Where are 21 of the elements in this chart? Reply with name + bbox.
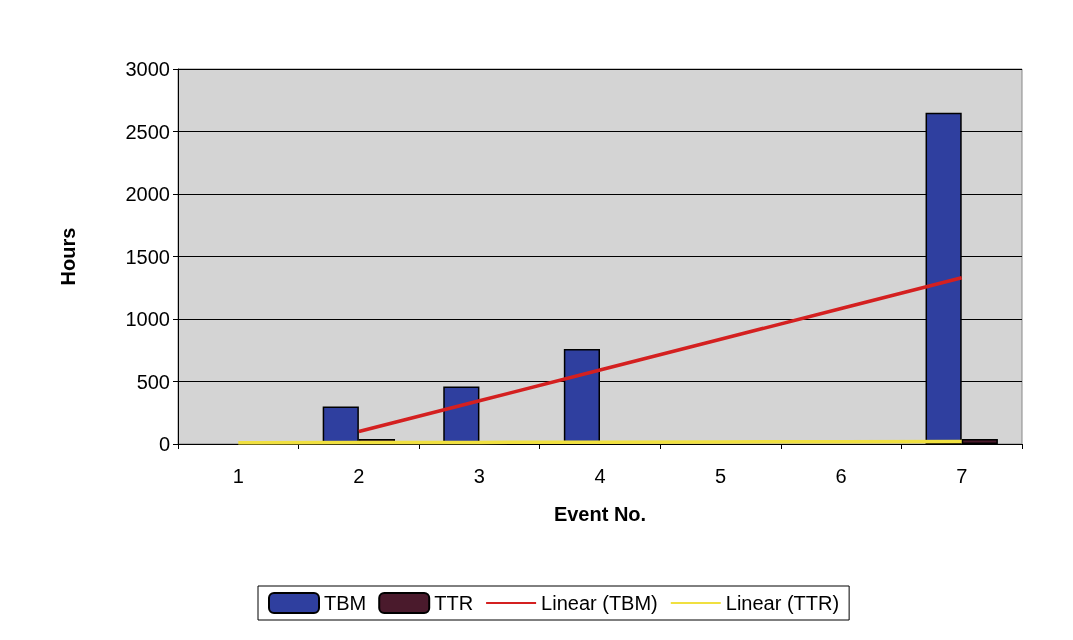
x-tick-label: 6 <box>835 465 847 487</box>
x-tick-label: 3 <box>473 465 485 487</box>
x-axis-title: Event No. <box>553 503 647 525</box>
legend-label: TTR <box>434 592 474 614</box>
y-tick-label: 3000 <box>125 58 170 80</box>
legend-label: TBM <box>324 592 367 614</box>
x-tick-label: 2 <box>353 465 365 487</box>
x-tick-label: 4 <box>594 465 606 487</box>
y-tick-label: 1500 <box>125 245 170 268</box>
y-tick-label: 1000 <box>125 308 170 330</box>
legend-label: Linear (TBM) <box>541 592 658 614</box>
legend-label: Linear (TTR) <box>725 592 840 614</box>
y-axis-title: Hours <box>57 227 79 286</box>
y-tick-label: 2000 <box>125 183 170 205</box>
y-tick-label: 2500 <box>125 120 170 143</box>
x-tick-label: 5 <box>715 465 727 487</box>
line-series <box>357 276 964 434</box>
y-tick-label: 500 <box>136 370 170 393</box>
x-tick-label: 1 <box>232 465 244 487</box>
x-tick-label: 7 <box>956 465 968 487</box>
y-tick-label: 0 <box>158 433 170 455</box>
